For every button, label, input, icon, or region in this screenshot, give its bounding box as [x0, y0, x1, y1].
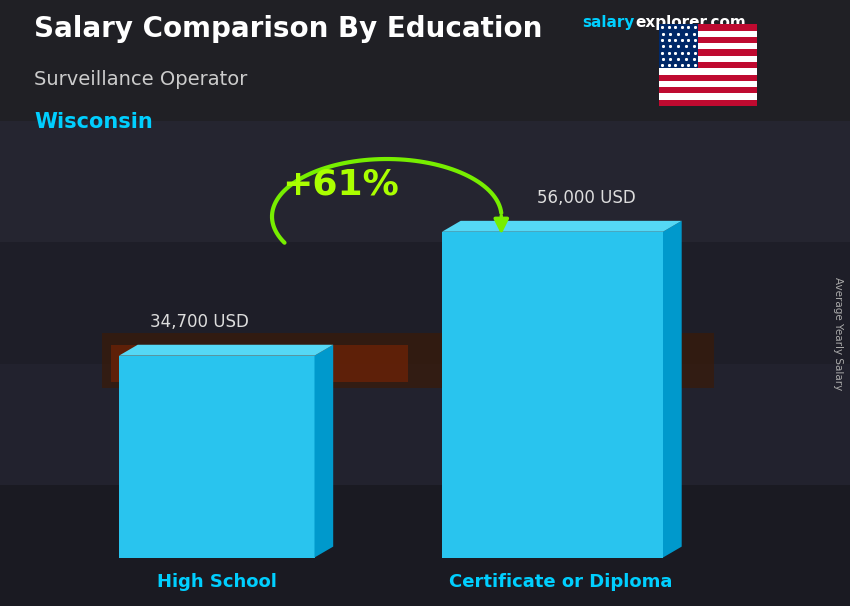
Bar	[659, 50, 756, 56]
Bar	[0, 485, 850, 606]
Polygon shape	[314, 345, 333, 558]
Bar	[110, 345, 408, 382]
Bar	[0, 121, 850, 242]
Bar	[659, 43, 756, 50]
Polygon shape	[442, 221, 682, 231]
Bar	[659, 30, 756, 37]
Text: Average Yearly Salary: Average Yearly Salary	[833, 277, 843, 390]
Bar	[659, 24, 698, 68]
Bar	[659, 75, 756, 81]
Text: Wisconsin: Wisconsin	[34, 112, 153, 132]
Bar	[659, 56, 756, 62]
Text: 56,000 USD: 56,000 USD	[537, 190, 636, 207]
Polygon shape	[663, 221, 682, 558]
Text: Surveillance Operator: Surveillance Operator	[34, 70, 247, 88]
Bar	[442, 231, 663, 558]
Text: Salary Comparison By Education: Salary Comparison By Education	[34, 15, 542, 43]
Bar	[659, 37, 756, 43]
Bar	[659, 93, 756, 100]
Bar	[659, 68, 756, 75]
Text: salary: salary	[582, 15, 635, 30]
Bar	[659, 100, 756, 106]
Bar	[102, 333, 714, 388]
Bar	[0, 364, 850, 485]
Text: Certificate or Diploma: Certificate or Diploma	[450, 573, 672, 591]
Text: 34,700 USD: 34,700 USD	[150, 313, 249, 331]
Bar	[659, 24, 756, 30]
Bar	[0, 0, 850, 121]
Text: +61%: +61%	[281, 168, 399, 202]
Bar	[0, 242, 850, 364]
Bar	[119, 356, 314, 558]
Polygon shape	[119, 345, 333, 356]
Text: explorer.com: explorer.com	[635, 15, 745, 30]
Bar	[659, 81, 756, 87]
Text: High School: High School	[156, 573, 277, 591]
Bar	[659, 62, 756, 68]
Bar	[659, 87, 756, 93]
